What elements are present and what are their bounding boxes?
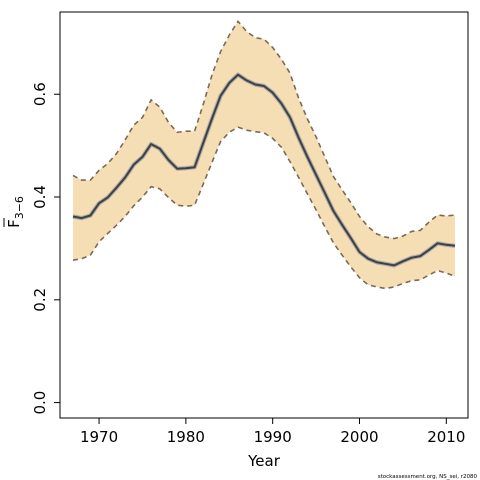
upper-bound-line: [72, 19, 456, 240]
lower-bound-line: [72, 126, 456, 290]
y-tick-label: 0.0: [31, 391, 49, 415]
svg-text:F3−6: F3−6: [5, 196, 26, 228]
x-tick-label: 1970: [80, 428, 118, 446]
y-tick-label: 0.6: [31, 82, 49, 106]
y-tick-label: 0.2: [31, 288, 49, 312]
y-axis-title-subscript: 3−6: [13, 196, 26, 219]
x-tick-label: 2010: [427, 428, 465, 446]
plot-frame: [59, 11, 469, 419]
x-axis-title: Year: [247, 452, 281, 470]
estimate-line: [72, 73, 456, 267]
y-axis-title-main: F: [5, 219, 23, 228]
x-tick-label: 1980: [167, 428, 205, 446]
y-axis-title: F3−6: [3, 196, 26, 228]
y-tick-label: 0.4: [31, 185, 49, 209]
confidence-band: [73, 21, 455, 289]
x-tick-label: 1990: [254, 428, 292, 446]
credit-text: stockassessment.org, NS_sei, r2080: [378, 474, 478, 480]
x-tick-label: 2000: [340, 428, 378, 446]
